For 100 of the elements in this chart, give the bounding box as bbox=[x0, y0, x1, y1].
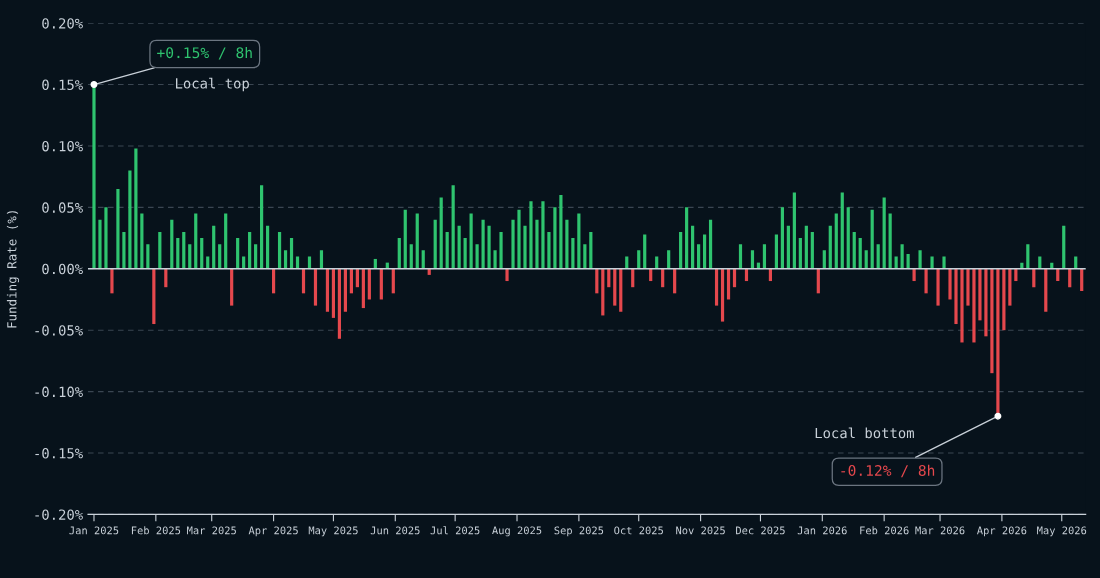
bar bbox=[708, 219, 713, 269]
bar bbox=[224, 213, 228, 269]
bar bbox=[924, 268, 928, 294]
bar bbox=[601, 268, 605, 316]
bar bbox=[912, 268, 916, 282]
bar bbox=[158, 231, 162, 269]
bar bbox=[966, 268, 970, 306]
bar bbox=[978, 268, 982, 321]
bar bbox=[1062, 225, 1066, 269]
x-tick-label: Apr 2026 bbox=[977, 526, 1027, 537]
bar bbox=[774, 234, 779, 269]
bar bbox=[840, 192, 844, 269]
x-tick-label: Dec 2025 bbox=[736, 526, 785, 535]
x-tick-label: Jul 2025 bbox=[430, 526, 480, 535]
y-tick-label: 0.10% bbox=[42, 140, 83, 152]
bar bbox=[457, 225, 461, 269]
bar bbox=[738, 244, 743, 269]
bar bbox=[289, 238, 294, 269]
bar bbox=[942, 256, 946, 269]
bar bbox=[655, 256, 659, 269]
x-tick-label: Oct 2025 bbox=[614, 526, 663, 535]
bar bbox=[541, 201, 545, 269]
x-tick-label: Jan 2025 bbox=[69, 526, 119, 535]
bar bbox=[260, 185, 264, 269]
bar bbox=[1044, 268, 1048, 312]
x-tick-label: Feb 2026 bbox=[860, 526, 909, 535]
bar bbox=[798, 238, 802, 269]
bar bbox=[714, 268, 719, 306]
bar bbox=[170, 219, 174, 269]
bar bbox=[307, 256, 312, 269]
bar bbox=[691, 225, 695, 269]
y-tick-label: 0.20% bbox=[42, 18, 83, 29]
y-axis-title: Funding Rate (%) bbox=[6, 211, 20, 328]
bar bbox=[218, 244, 222, 269]
bar bbox=[409, 244, 413, 269]
bar bbox=[637, 250, 641, 269]
x-tick-label: Jun 2025 bbox=[370, 526, 420, 535]
y-tick-label: -0.15% bbox=[35, 448, 83, 459]
y-tick-label: -0.20% bbox=[35, 509, 83, 520]
bar bbox=[277, 231, 282, 269]
bar bbox=[529, 201, 533, 269]
bar bbox=[325, 268, 330, 312]
x-tick-label: Sep 2025 bbox=[554, 526, 604, 537]
bar bbox=[415, 213, 419, 269]
y-tick-label: -0.10% bbox=[35, 386, 83, 398]
bar bbox=[888, 213, 892, 269]
y-tick-label: -0.05% bbox=[35, 325, 83, 336]
bar bbox=[702, 234, 707, 269]
bar bbox=[439, 197, 443, 269]
bar bbox=[188, 244, 192, 269]
bar bbox=[337, 268, 342, 339]
bar bbox=[625, 256, 629, 269]
bar bbox=[475, 244, 479, 269]
bar bbox=[200, 238, 204, 269]
bar bbox=[882, 197, 886, 269]
bar bbox=[122, 231, 126, 269]
bar bbox=[98, 219, 102, 269]
bar bbox=[1038, 256, 1042, 269]
bar bbox=[619, 268, 623, 312]
bar bbox=[206, 256, 210, 269]
y-tick-label: 0.00% bbox=[42, 263, 83, 275]
bar bbox=[343, 268, 347, 312]
bar bbox=[421, 250, 425, 269]
annotation: Local bottom bbox=[815, 427, 914, 439]
y-tick-label: 0.05% bbox=[42, 202, 83, 213]
bar bbox=[565, 219, 569, 269]
bar bbox=[283, 250, 288, 269]
bar bbox=[762, 244, 767, 269]
bar bbox=[870, 209, 874, 269]
bar bbox=[900, 244, 904, 269]
x-tick-label: Feb 2025 bbox=[131, 526, 181, 535]
bar bbox=[493, 250, 497, 269]
bar bbox=[248, 231, 252, 269]
bar bbox=[295, 256, 300, 269]
bar bbox=[876, 244, 880, 269]
bar bbox=[152, 268, 156, 325]
bar bbox=[810, 231, 814, 269]
bar bbox=[445, 231, 449, 269]
bar bbox=[463, 238, 467, 269]
bar bbox=[954, 268, 958, 325]
bar bbox=[918, 250, 922, 269]
annotation: Local top bbox=[176, 77, 249, 92]
bar bbox=[254, 244, 258, 269]
bar bbox=[517, 209, 521, 269]
bar bbox=[948, 268, 952, 300]
bar bbox=[792, 192, 796, 269]
bar bbox=[487, 225, 491, 269]
bar bbox=[547, 231, 551, 269]
bar bbox=[864, 250, 868, 269]
bar bbox=[523, 225, 527, 269]
x-tick-label: Mar 2026 bbox=[915, 526, 965, 535]
bar bbox=[116, 188, 120, 269]
annotation: -0.12% / 8h bbox=[841, 464, 935, 478]
bar bbox=[750, 250, 755, 269]
bar bbox=[146, 244, 150, 269]
bar bbox=[194, 213, 198, 269]
bar bbox=[553, 207, 557, 269]
bar bbox=[535, 219, 539, 269]
x-tick-label: May 2025 bbox=[308, 526, 358, 537]
bar bbox=[643, 234, 647, 269]
